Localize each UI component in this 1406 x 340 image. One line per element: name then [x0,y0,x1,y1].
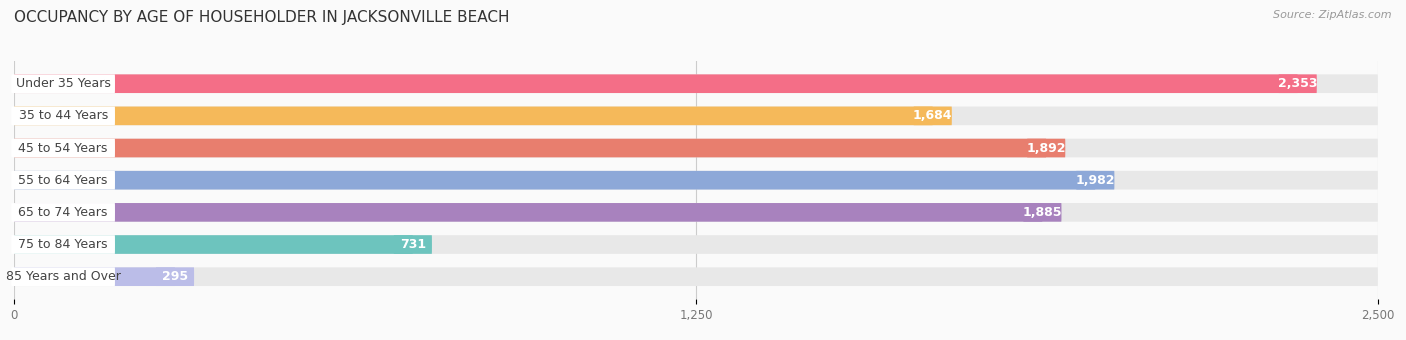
Text: Source: ZipAtlas.com: Source: ZipAtlas.com [1274,10,1392,20]
FancyBboxPatch shape [14,139,1378,157]
Text: 65 to 74 Years: 65 to 74 Years [18,206,108,219]
FancyBboxPatch shape [11,139,115,157]
Text: 1,892: 1,892 [1026,141,1066,155]
Text: Under 35 Years: Under 35 Years [15,77,111,90]
FancyBboxPatch shape [14,267,1378,286]
FancyBboxPatch shape [156,267,194,286]
Text: 1,684: 1,684 [912,109,952,122]
FancyBboxPatch shape [14,139,1046,157]
FancyBboxPatch shape [1278,74,1317,93]
FancyBboxPatch shape [14,74,1378,93]
FancyBboxPatch shape [1076,171,1115,189]
FancyBboxPatch shape [11,106,115,125]
Text: 2,353: 2,353 [1278,77,1317,90]
FancyBboxPatch shape [14,74,1298,93]
FancyBboxPatch shape [14,267,174,286]
FancyBboxPatch shape [11,171,115,189]
FancyBboxPatch shape [14,203,1042,222]
Text: 1,885: 1,885 [1022,206,1062,219]
FancyBboxPatch shape [14,235,413,254]
FancyBboxPatch shape [914,106,952,125]
Text: 35 to 44 Years: 35 to 44 Years [18,109,108,122]
FancyBboxPatch shape [394,235,432,254]
FancyBboxPatch shape [11,74,115,93]
FancyBboxPatch shape [14,106,932,125]
Text: 295: 295 [162,270,188,283]
Text: 55 to 64 Years: 55 to 64 Years [18,174,108,187]
Text: 75 to 84 Years: 75 to 84 Years [18,238,108,251]
FancyBboxPatch shape [11,267,115,286]
Text: 1,982: 1,982 [1076,174,1115,187]
FancyBboxPatch shape [1024,203,1062,222]
FancyBboxPatch shape [11,235,115,254]
Text: 45 to 54 Years: 45 to 54 Years [18,141,108,155]
FancyBboxPatch shape [14,235,1378,254]
Text: 85 Years and Over: 85 Years and Over [6,270,121,283]
Text: 731: 731 [399,238,426,251]
FancyBboxPatch shape [14,106,1378,125]
Text: OCCUPANCY BY AGE OF HOUSEHOLDER IN JACKSONVILLE BEACH: OCCUPANCY BY AGE OF HOUSEHOLDER IN JACKS… [14,10,509,25]
FancyBboxPatch shape [14,203,1378,222]
FancyBboxPatch shape [14,171,1095,189]
FancyBboxPatch shape [11,203,115,222]
FancyBboxPatch shape [14,171,1378,189]
FancyBboxPatch shape [1028,139,1066,157]
